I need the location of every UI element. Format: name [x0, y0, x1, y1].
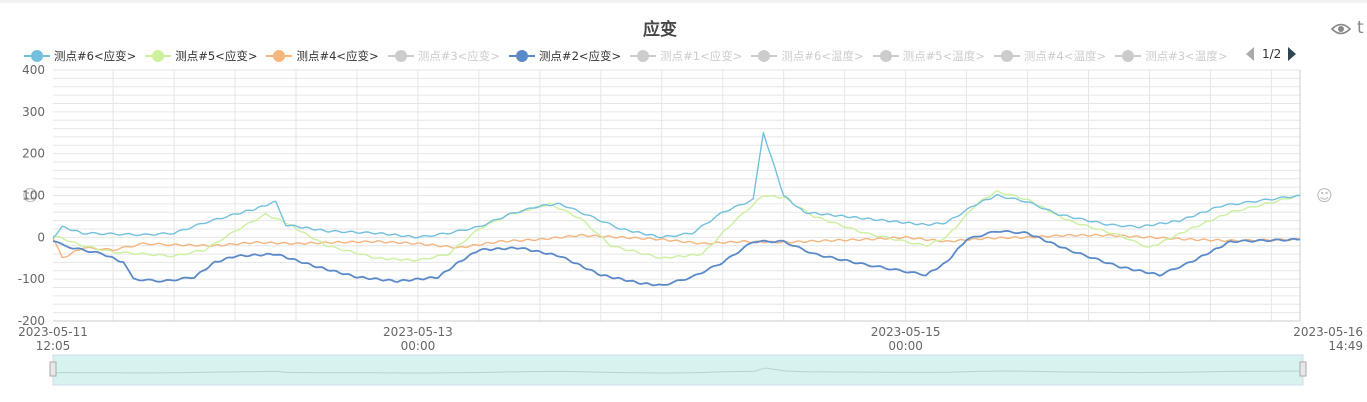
legend-label: 测点#4<应变> [296, 49, 379, 63]
x-tick-label-date: 2023-05-16 [1293, 325, 1363, 339]
y-tick-label: 200 [22, 147, 45, 161]
y-tick-label: -100 [18, 272, 45, 286]
legend: 测点#6<应变> 测点#5<应变> 测点#4<应变> 测点#3<应变> 测点#2<应变>… [24, 47, 1236, 65]
y-tick-label: 100 [22, 189, 45, 203]
x-tick-label-time: 12:05 [36, 339, 71, 353]
top-border [0, 0, 1367, 3]
zoom-handle-right[interactable] [1299, 361, 1307, 377]
y-tick-label: 0 [37, 230, 45, 244]
legend-item[interactable]: 测点#3<温度> [1115, 48, 1227, 64]
series-line[interactable] [52, 189, 1301, 262]
x-tick-label-date: 2023-05-11 [18, 325, 88, 339]
triangle-right-icon[interactable] [1288, 47, 1297, 61]
series-line[interactable] [52, 230, 1301, 287]
legend-label: 测点#3<温度> [1145, 49, 1228, 63]
x-tick-label-date: 2023-05-15 [871, 325, 941, 339]
triangle-left-icon[interactable] [1246, 47, 1254, 61]
legend-label: 测点#3<应变> [417, 49, 500, 63]
zoom-handle-left[interactable] [49, 361, 57, 377]
legend-item[interactable]: 测点#2<应变> [508, 48, 622, 64]
legend-label: 测点#4<温度> [1023, 49, 1107, 63]
legend-item[interactable]: 测点#6<温度> [751, 48, 864, 64]
x-tick-label-time: 00:00 [888, 339, 923, 353]
legend-marker-icon [387, 49, 414, 63]
left-side-icon: ☺ [22, 186, 39, 205]
legend-marker-icon [266, 49, 293, 63]
legend-label: 测点#1<应变> [660, 49, 743, 63]
eye-icon[interactable] [1330, 20, 1352, 38]
legend-label: 测点#5<应变> [175, 49, 258, 63]
legend-label: 测点#6<温度> [781, 49, 864, 63]
legend-item[interactable]: 测点#5<温度> [872, 48, 985, 64]
legend-item[interactable]: 测点#4<应变> [266, 48, 379, 64]
legend-pager: 1/2 [1246, 47, 1297, 61]
chart-title: 应变 [643, 20, 677, 40]
legend-item[interactable]: 测点#1<应变> [630, 48, 742, 64]
legend-item[interactable]: 测点#6<应变> [24, 48, 136, 64]
legend-marker-icon [145, 49, 172, 63]
x-tick-label-time: 00:00 [401, 339, 436, 353]
legend-page-indicator: 1/2 [1262, 47, 1282, 61]
legend-marker-icon [1115, 49, 1142, 63]
zoom-preview-line [52, 367, 1304, 374]
legend-item[interactable]: 测点#3<应变> [387, 48, 500, 64]
legend-marker-icon [872, 49, 899, 63]
t-icon[interactable]: t [1357, 18, 1364, 38]
x-tick-label-date: 2023-05-13 [383, 325, 453, 339]
series-line[interactable] [52, 131, 1301, 239]
y-tick-label: -200 [18, 314, 45, 328]
zoom-slider-background[interactable] [52, 354, 1304, 386]
legend-marker-icon [993, 49, 1020, 63]
legend-label: 测点#5<温度> [902, 49, 985, 63]
legend-marker-icon [24, 49, 50, 63]
legend-label: 测点#2<应变> [538, 49, 622, 63]
legend-item[interactable]: 测点#5<应变> [145, 48, 257, 64]
right-side-icon: ☺ [1316, 186, 1333, 205]
legend-marker-icon [630, 49, 657, 63]
y-tick-label: 300 [22, 105, 45, 119]
legend-marker-icon [508, 49, 535, 63]
legend-item[interactable]: 测点#4<温度> [993, 48, 1107, 64]
legend-marker-icon [751, 49, 778, 63]
y-tick-label: 400 [22, 63, 45, 77]
x-tick-label-time: 14:49 [1328, 339, 1363, 353]
legend-label: 测点#6<应变> [54, 49, 137, 63]
series-line[interactable] [52, 233, 1301, 259]
